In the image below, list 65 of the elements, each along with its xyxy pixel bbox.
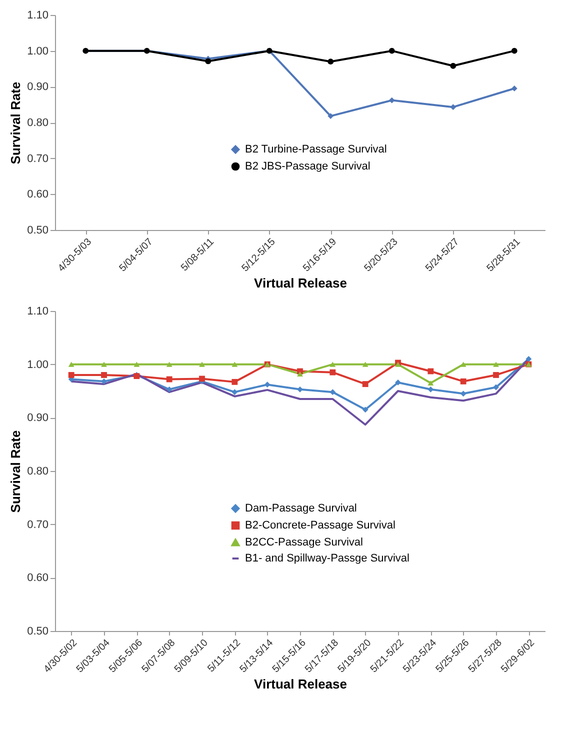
point [199, 376, 205, 382]
y-tick-label: 1.10 [27, 10, 48, 22]
legend-label: B2 JBS-Passage Survival [245, 160, 370, 172]
y-tick-label: 1.10 [27, 306, 48, 318]
y-axis-title: Survival Rate [8, 82, 24, 164]
point [199, 362, 205, 367]
point [297, 371, 303, 376]
point [330, 362, 336, 367]
legend-label: B2CC-Passage Survival [245, 536, 363, 548]
point [362, 381, 368, 388]
point [330, 369, 336, 376]
point [232, 378, 238, 385]
point [101, 362, 107, 367]
point [205, 58, 212, 64]
point [460, 378, 466, 384]
point [450, 104, 456, 110]
y-tick-label: 1.00 [27, 358, 48, 371]
point [450, 62, 456, 69]
legend-label: B1- and Spillway-Passge Survival [245, 552, 410, 564]
point [428, 368, 434, 374]
point [68, 372, 74, 378]
point [328, 113, 334, 120]
point [166, 376, 172, 382]
point [511, 86, 518, 92]
legend-label: Dam-Passage Survival [245, 502, 357, 514]
y-tick-label: 0.70 [27, 518, 48, 531]
point [264, 382, 270, 388]
point [330, 389, 336, 396]
point [232, 389, 238, 396]
point [362, 406, 368, 413]
y-tick-label: 1.00 [27, 45, 48, 58]
point [493, 362, 499, 367]
y-tick-label: 0.60 [27, 188, 48, 201]
point [460, 362, 466, 367]
point [101, 378, 107, 384]
y-axis-title: Survival Rate [8, 430, 24, 513]
point [526, 356, 532, 362]
point [101, 372, 107, 378]
point [134, 362, 140, 367]
point [166, 386, 172, 392]
point [166, 362, 172, 367]
point [68, 362, 74, 367]
y-tick-label: 0.50 [27, 626, 48, 638]
y-tick-label: 0.90 [27, 81, 48, 94]
point [388, 48, 395, 54]
y-tick-label: 0.90 [27, 412, 48, 424]
point [328, 58, 334, 65]
x-axis-title: Virtual Release [254, 676, 347, 692]
point [460, 390, 466, 397]
point [232, 362, 238, 367]
y-tick-label: 0.80 [27, 466, 48, 478]
point [493, 372, 499, 378]
legend-label: B2 Turbine-Passage Survival [245, 144, 387, 156]
point [511, 48, 518, 54]
point [297, 386, 303, 392]
legend-label: B2-Concrete-Passage Survival [245, 520, 396, 532]
point [362, 362, 368, 367]
x-axis-title: Virtual Release [254, 275, 347, 290]
y-tick-label: 0.70 [27, 152, 48, 165]
point [428, 386, 434, 392]
y-tick-label: 0.50 [27, 224, 48, 236]
y-tick-label: 0.80 [27, 117, 48, 129]
point [428, 380, 434, 386]
point [493, 384, 499, 390]
y-tick-label: 0.60 [27, 572, 48, 584]
